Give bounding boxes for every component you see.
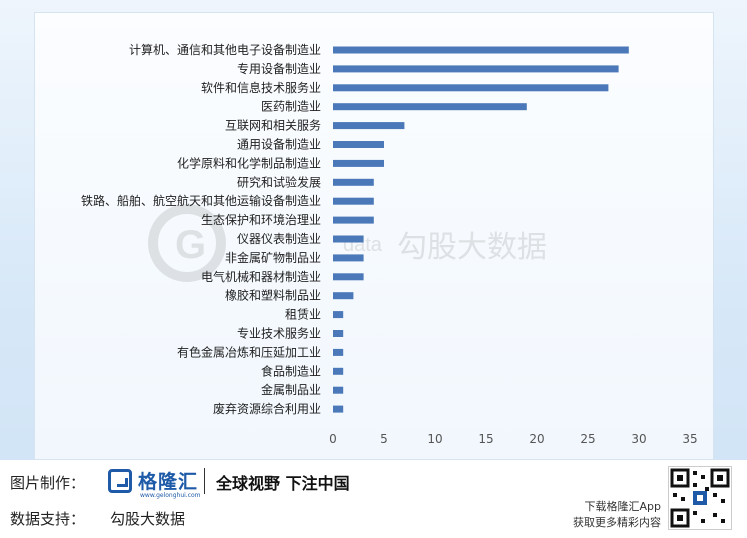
bar [333, 65, 619, 73]
category-label: 专业技术服务业 [237, 326, 321, 341]
bar [333, 141, 384, 148]
category-label: 生态保护和环境治理业 [201, 212, 321, 227]
category-label: 废弃资源综合利用业 [213, 401, 321, 416]
brand-logo-icon [108, 469, 132, 493]
bar-chart: G data 勾股大数据 计算机、通信和其他电子设备制造业专用设备制造业软件和信… [81, 42, 698, 446]
bar [333, 235, 364, 243]
category-label: 非金属矿物制品业 [225, 250, 321, 265]
data-support-label: 数据支持： [10, 510, 86, 528]
bar [333, 367, 344, 375]
bar [333, 254, 364, 262]
x-tick-label: 15 [478, 432, 493, 446]
app-promo-text: 获取更多精彩内容 [573, 516, 661, 529]
bars-group [333, 46, 629, 413]
category-label: 有色金属冶炼和压延加工业 [177, 344, 321, 359]
category-label: 租赁业 [285, 308, 321, 322]
watermark-logo-letter: G [175, 223, 206, 267]
category-label: 通用设备制造业 [237, 138, 321, 152]
chart-panel: G data 勾股大数据 计算机、通信和其他电子设备制造业专用设备制造业软件和信… [34, 12, 714, 460]
category-label: 铁路、船舶、航空航天和其他运输设备制造业 [81, 193, 321, 208]
category-label: 医药制造业 [261, 100, 321, 114]
x-tick-label: 35 [682, 432, 697, 446]
category-label: 研究和试验发展 [237, 174, 321, 189]
category-label: 橡胶和塑料制品业 [225, 288, 321, 303]
slogan: 全球视野 下注中国 [216, 474, 350, 493]
watermark-brand-text: 勾股大数据 [397, 230, 547, 265]
bar [333, 216, 374, 224]
category-label: 计算机、通信和其他电子设备制造业 [129, 42, 321, 57]
qr-code-icon[interactable] [668, 466, 732, 530]
made-by-label: 图片制作： [10, 474, 86, 492]
bar [333, 311, 344, 319]
footer: 图片制作： 格隆汇 www.gelonghui.com 全球视野 下注中国 数据… [0, 460, 747, 538]
footer-divider [204, 468, 205, 494]
category-label: 电气机械和器材制造业 [201, 269, 321, 284]
bar [333, 273, 364, 281]
app-download-text: 下载格隆汇App [584, 500, 662, 513]
category-label: 食品制造业 [261, 363, 321, 378]
brand-name: 格隆汇 [138, 471, 199, 493]
category-label: 仪器仪表制造业 [237, 232, 321, 246]
category-label: 软件和信息技术服务业 [201, 80, 321, 95]
bar [333, 46, 629, 54]
x-tick-label: 0 [329, 432, 337, 446]
x-axis-ticks: 0 5 10 15 20 25 30 35 [329, 432, 697, 446]
bar [333, 103, 527, 111]
brand-url: www.gelonghui.com [140, 492, 201, 499]
category-labels: 计算机、通信和其他电子设备制造业专用设备制造业软件和信息技术服务业医药制造业互联… [81, 42, 321, 416]
watermark-logo-icon [148, 204, 226, 282]
bar [333, 178, 374, 186]
x-tick-label: 20 [529, 432, 544, 446]
x-tick-label: 10 [427, 432, 442, 446]
bar [333, 405, 344, 413]
category-label: 互联网和相关服务 [225, 118, 321, 133]
bar [333, 197, 374, 205]
watermark: G data 勾股大数据 [148, 204, 547, 282]
category-label: 化学原料和化学制品制造业 [177, 155, 321, 170]
bar [333, 159, 384, 167]
x-tick-label: 30 [631, 432, 646, 446]
x-tick-label: 25 [580, 432, 595, 446]
bar [333, 330, 344, 337]
data-support-value: 勾股大数据 [110, 510, 186, 528]
category-label: 专用设备制造业 [237, 61, 321, 76]
bar [333, 84, 609, 92]
x-tick-label: 5 [380, 432, 388, 446]
bar [333, 348, 344, 356]
category-label: 金属制品业 [261, 382, 321, 397]
bar [333, 386, 344, 394]
bar [333, 292, 354, 300]
bar [333, 122, 405, 130]
